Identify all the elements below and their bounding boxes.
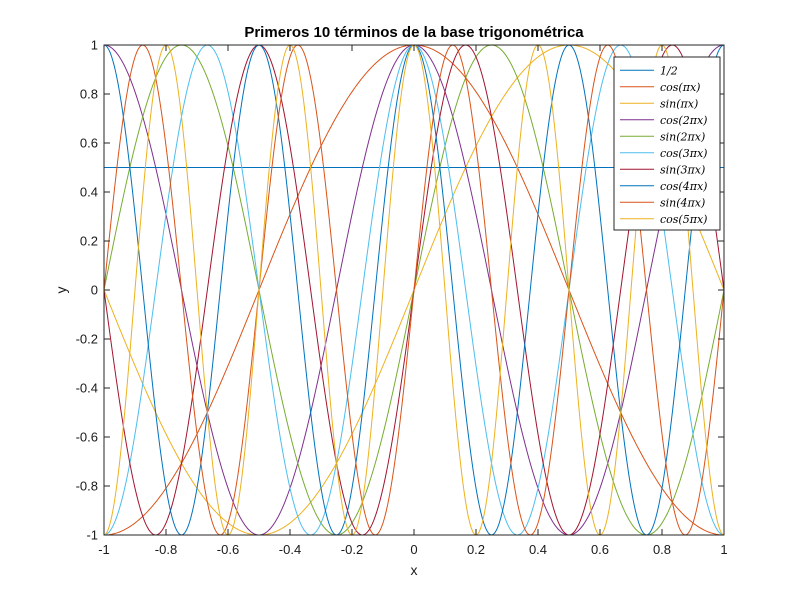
x-tick-label: -0.8 <box>155 542 177 557</box>
y-tick-label: 0.2 <box>80 234 98 249</box>
chart-title: Primeros 10 términos de la base trigonom… <box>244 24 584 41</box>
x-tick-label: 1 <box>720 542 727 557</box>
y-tick-label: 0.6 <box>80 136 98 151</box>
legend-entry-4: sin(2πx) <box>660 130 705 143</box>
y-tick-label: -1 <box>86 528 98 543</box>
y-tick-label: 0 <box>91 283 98 298</box>
y-axis-label: y <box>53 287 69 294</box>
x-tick-label: 0 <box>410 542 417 557</box>
legend-box <box>613 56 721 231</box>
legend-entry-1: cos(πx) <box>660 81 700 94</box>
x-tick-label: -1 <box>98 542 110 557</box>
ticks-layer: -1 -0.8 -0.6 -0.4 -0.2 0 0.2 0.4 0.6 0.8 1 -1 -0.8 -0… <box>76 38 728 558</box>
legend-entry-2: sin(πx) <box>660 97 698 110</box>
x-tick-label: 0.4 <box>529 542 547 557</box>
x-tick-label: 0.2 <box>467 542 485 557</box>
y-tick-label: -0.4 <box>76 381 98 396</box>
legend: 1/2 cos(πx) sin(πx) cos(2πx) sin(2πx) cos(3πx… <box>613 56 721 231</box>
legend-entry-7: cos(4πx) <box>660 180 707 193</box>
y-tick-label: -0.2 <box>76 332 98 347</box>
x-tick-label: -0.6 <box>217 542 239 557</box>
legend-entry-9: cos(5πx) <box>660 213 707 226</box>
legend-entry-6: sin(3πx) <box>660 163 705 176</box>
y-tick-label: 0.4 <box>80 185 98 200</box>
x-axis-label: x <box>411 562 418 578</box>
x-tick-label: 0.6 <box>591 542 609 557</box>
y-tick-label: 1 <box>91 38 98 53</box>
y-tick-label: -0.6 <box>76 430 98 445</box>
legend-entry-3: cos(2πx) <box>660 114 707 127</box>
x-tick-label: 0.8 <box>653 542 671 557</box>
y-tick-label: 0.8 <box>80 87 98 102</box>
x-tick-label: -0.4 <box>279 542 301 557</box>
x-tick-label: -0.2 <box>341 542 363 557</box>
legend-entry-5: cos(3πx) <box>660 147 707 160</box>
y-tick-label: -0.8 <box>76 479 98 494</box>
legend-entry-0: 1/2 <box>660 64 678 77</box>
legend-entry-8: sin(4πx) <box>660 196 705 209</box>
